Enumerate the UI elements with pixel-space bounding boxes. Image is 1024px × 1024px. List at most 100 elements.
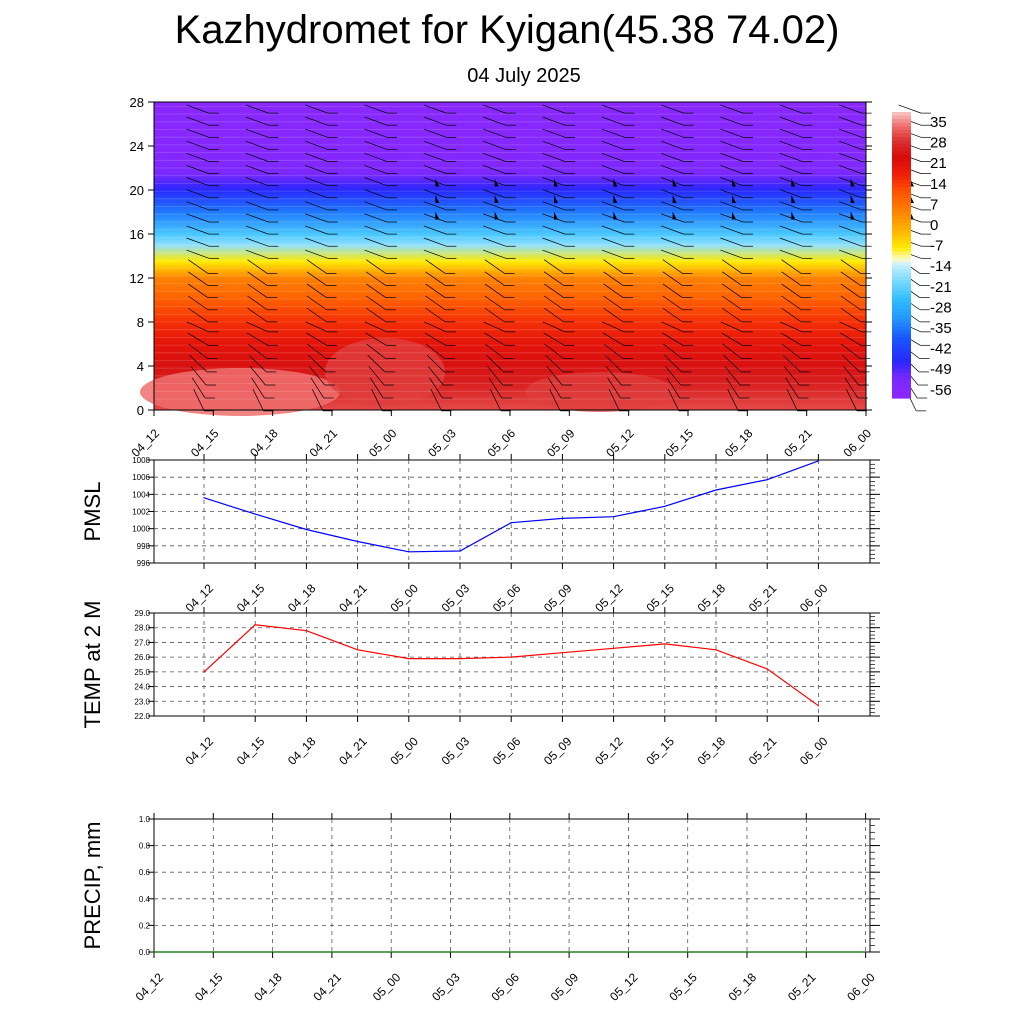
wind-barb	[661, 152, 684, 162]
x-tick-label: 05_09	[541, 734, 575, 768]
x-tick-label: 05_12	[607, 970, 641, 1004]
wind-pennant	[613, 211, 618, 220]
wind-pennant	[435, 178, 440, 187]
wind-barb	[487, 366, 504, 386]
wind-barb	[720, 249, 744, 259]
wind-barb	[542, 189, 566, 199]
wind-barb	[839, 189, 862, 199]
wind-barb	[486, 354, 504, 373]
wind-barb	[779, 249, 803, 259]
wind-barb	[188, 295, 209, 311]
wind-barb	[247, 271, 268, 286]
wind-barb	[186, 225, 210, 235]
colorbar-segment	[892, 390, 911, 396]
wind-barb	[193, 389, 205, 412]
wind-barb	[601, 104, 625, 114]
data-point	[865, 951, 867, 953]
wind-barb	[305, 140, 328, 150]
wind-barb	[666, 377, 681, 399]
wind-barb	[368, 366, 385, 386]
data-point	[305, 528, 307, 531]
wind-barb	[779, 237, 803, 247]
colorbar-segment	[892, 283, 911, 288]
colorbar-segment	[892, 262, 911, 267]
wind-pennant	[494, 195, 499, 203]
wind-barb	[484, 295, 505, 311]
wind-barb	[483, 104, 506, 114]
colorbar-segment	[892, 255, 911, 260]
wind-barb	[720, 177, 744, 187]
data-point	[568, 951, 570, 953]
wind-barb	[423, 189, 447, 199]
wind-barb	[425, 259, 446, 274]
wind-barb	[779, 140, 803, 150]
data-point	[272, 951, 274, 953]
y-axis-label: PRECIP, mm	[80, 822, 105, 950]
wind-barb	[786, 389, 798, 412]
data-point	[153, 951, 155, 953]
wind-barb	[663, 343, 683, 359]
wind-barb	[186, 189, 210, 199]
wind-barb	[601, 128, 625, 138]
wind-barb	[483, 116, 506, 126]
wind-barb	[544, 295, 565, 311]
colorbar-segment	[892, 287, 911, 292]
wind-barb	[423, 201, 447, 211]
wind-barb	[779, 128, 803, 138]
wind-barb	[601, 116, 625, 126]
data-point	[331, 951, 333, 953]
colorbar-segment	[892, 208, 911, 213]
wind-barb	[245, 189, 269, 199]
temp-2m-chart: 29.0 28.0 27.0 26.0 25.0 24.0 23.0 22.0 04_12 04_…	[80, 601, 880, 768]
wind-barb	[483, 128, 506, 138]
colorbar-segment	[892, 265, 911, 270]
colorbar-segment	[892, 355, 911, 360]
colorbar-segment	[892, 240, 911, 245]
wind-barb	[246, 332, 268, 346]
wind-barb	[423, 225, 447, 235]
wind-barb	[425, 307, 446, 323]
colorbar-segment	[892, 226, 911, 231]
wind-barb	[603, 271, 624, 286]
colorbar-label: -28	[930, 299, 952, 316]
wind-barb	[840, 332, 862, 346]
colorbar-segment	[892, 340, 911, 345]
colorbar-segment	[892, 133, 911, 138]
chart-subtitle: 04 July 2025	[467, 65, 581, 87]
wind-barb	[186, 116, 210, 126]
x-tick-label: 05_15	[666, 970, 700, 1004]
wind-barb	[484, 259, 505, 274]
wind-pennant	[672, 195, 677, 203]
wind-barb	[423, 128, 447, 138]
wind-barb	[246, 321, 269, 333]
wind-barb	[846, 389, 858, 412]
x-tick-label: 06_00	[797, 734, 831, 768]
wind-barb	[720, 152, 744, 162]
wind-barb	[188, 259, 209, 274]
wind-barb	[306, 271, 327, 286]
colorbar-segment	[892, 172, 911, 177]
colorbar-segment	[892, 305, 911, 310]
wind-barb	[305, 213, 328, 223]
colorbar-segment	[892, 233, 911, 238]
wind-barb	[661, 189, 684, 199]
wind-barb	[245, 152, 269, 162]
wind-barb	[542, 237, 566, 247]
wind-barb	[188, 271, 209, 286]
wind-barb	[305, 104, 328, 114]
y-axis-label: PMSL	[80, 482, 105, 542]
wind-barb	[245, 116, 269, 126]
y-tick-label: 998	[137, 542, 151, 551]
x-tick-label: 04_15	[188, 426, 222, 460]
wind-barb	[366, 259, 387, 274]
wind-barb	[720, 140, 744, 150]
surface-warm-area	[525, 372, 675, 412]
colorbar-segment	[892, 229, 911, 235]
colorbar-segment	[892, 269, 911, 274]
wind-barb	[485, 343, 505, 359]
data-point	[561, 517, 564, 519]
wind-barb	[186, 213, 210, 223]
wind-barb	[661, 225, 684, 235]
wind-barb	[839, 165, 862, 174]
x-tick-label: 05_18	[722, 426, 756, 460]
